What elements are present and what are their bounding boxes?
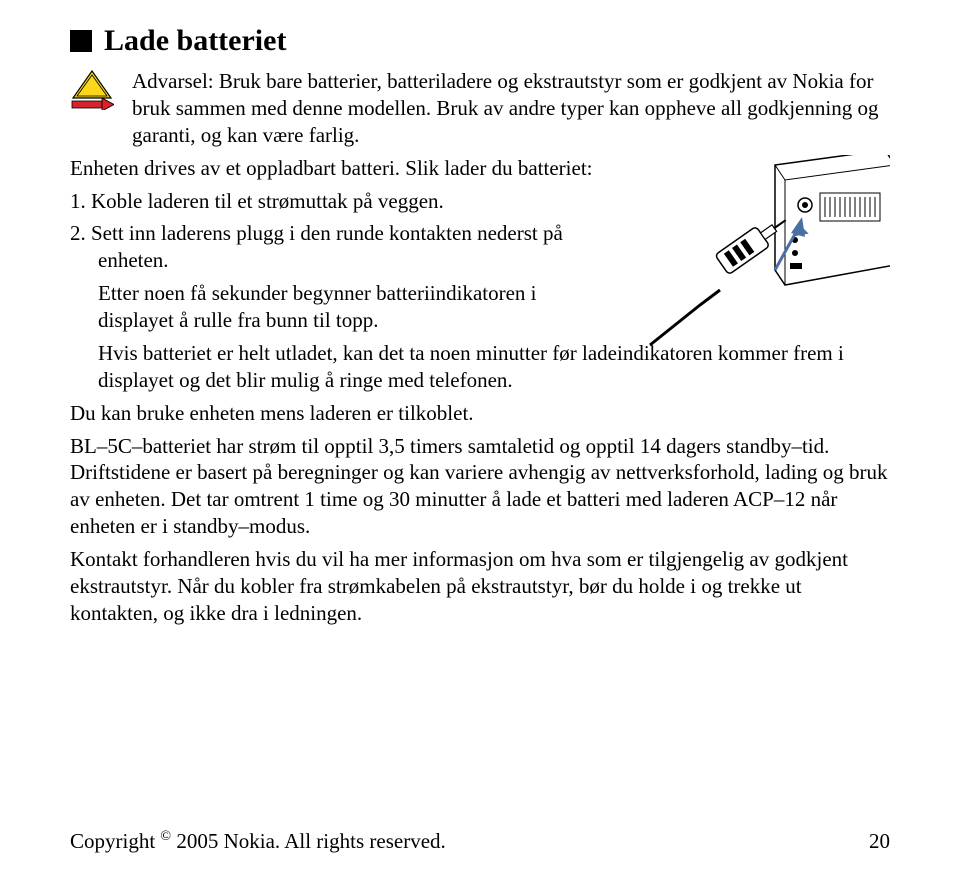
dealer-contact-paragraph: Kontakt forhandleren hvis du vil ha mer … xyxy=(70,546,890,627)
heading-row: Lade batteriet xyxy=(70,24,890,58)
copyright-symbol-icon: © xyxy=(160,829,171,844)
warning-text: Advarsel: Bruk bare batterier, batterila… xyxy=(132,68,890,149)
intro-paragraph: Enheten drives av et oppladbart batteri.… xyxy=(70,155,610,182)
page-number: 20 xyxy=(869,829,890,854)
copyright-pre: Copyright xyxy=(70,829,160,853)
warning-block: Advarsel: Bruk bare batterier, batterila… xyxy=(70,68,890,149)
warning-icon xyxy=(70,70,114,110)
after-steps-narrow: Etter noen få sekunder begynner batterii… xyxy=(70,280,610,334)
charger-illustration-icon xyxy=(645,155,890,350)
page-title: Lade batteriet xyxy=(104,24,286,58)
copyright-post: 2005 Nokia. All rights reserved. xyxy=(171,829,446,853)
content-area: Enheten drives av et oppladbart batteri.… xyxy=(70,155,890,627)
battery-spec-paragraph: BL–5C–batteriet har strøm til opptil 3,5… xyxy=(70,433,890,541)
step-2: 2. Sett inn laderens plugg i den runde k… xyxy=(70,220,610,274)
heading-bullet-icon xyxy=(70,30,92,52)
page-footer: Copyright © 2005 Nokia. All rights reser… xyxy=(70,829,890,854)
usage-note: Du kan bruke enheten mens laderen er til… xyxy=(70,400,890,427)
copyright-text: Copyright © 2005 Nokia. All rights reser… xyxy=(70,829,446,854)
step-1: 1. Koble laderen til et strømuttak på ve… xyxy=(70,188,610,215)
